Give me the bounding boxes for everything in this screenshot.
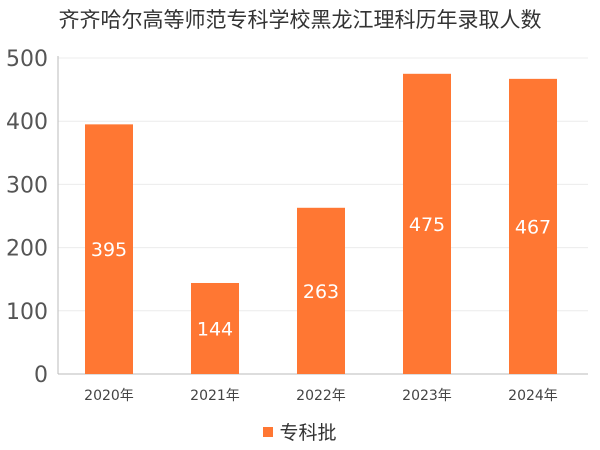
bars bbox=[85, 73, 557, 375]
bar bbox=[509, 78, 557, 374]
y-tick-label: 0 bbox=[34, 363, 48, 388]
x-tick-label: 2021年 bbox=[190, 388, 240, 404]
y-tick-label: 400 bbox=[6, 110, 48, 135]
bar bbox=[191, 282, 239, 374]
legend-label: 专科批 bbox=[279, 422, 337, 444]
axes: 0 100 200 300 400 500 2020年 2021年 2022年 2023年 2024… bbox=[6, 47, 588, 404]
bar bbox=[297, 207, 345, 374]
data-label: 467 bbox=[515, 216, 551, 238]
bar bbox=[85, 124, 133, 374]
y-tick-label: 500 bbox=[6, 47, 48, 72]
data-label: 475 bbox=[409, 214, 445, 236]
data-labels: 395 144 263 475 467 bbox=[91, 214, 551, 341]
x-tick-label: 2022年 bbox=[296, 388, 346, 404]
bar bbox=[403, 73, 451, 375]
data-label: 144 bbox=[197, 318, 233, 340]
legend[interactable]: 专科批 bbox=[0, 418, 600, 445]
y-tick-label: 100 bbox=[6, 300, 48, 325]
x-tick-label: 2020年 bbox=[84, 388, 134, 404]
y-tick-label: 300 bbox=[6, 173, 48, 198]
y-tick-label: 200 bbox=[6, 237, 48, 262]
data-label: 395 bbox=[91, 239, 127, 261]
data-label: 263 bbox=[303, 281, 339, 303]
chart-title: 齐齐哈尔高等师范专科学校黑龙江理科历年录取人数 bbox=[58, 8, 542, 32]
legend-swatch-icon bbox=[263, 426, 274, 437]
x-tick-label: 2024年 bbox=[508, 388, 558, 404]
x-tick-label: 2023年 bbox=[402, 388, 452, 404]
